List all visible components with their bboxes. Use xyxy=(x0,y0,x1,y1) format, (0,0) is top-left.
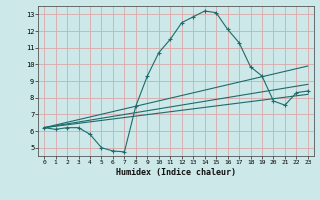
X-axis label: Humidex (Indice chaleur): Humidex (Indice chaleur) xyxy=(116,168,236,177)
